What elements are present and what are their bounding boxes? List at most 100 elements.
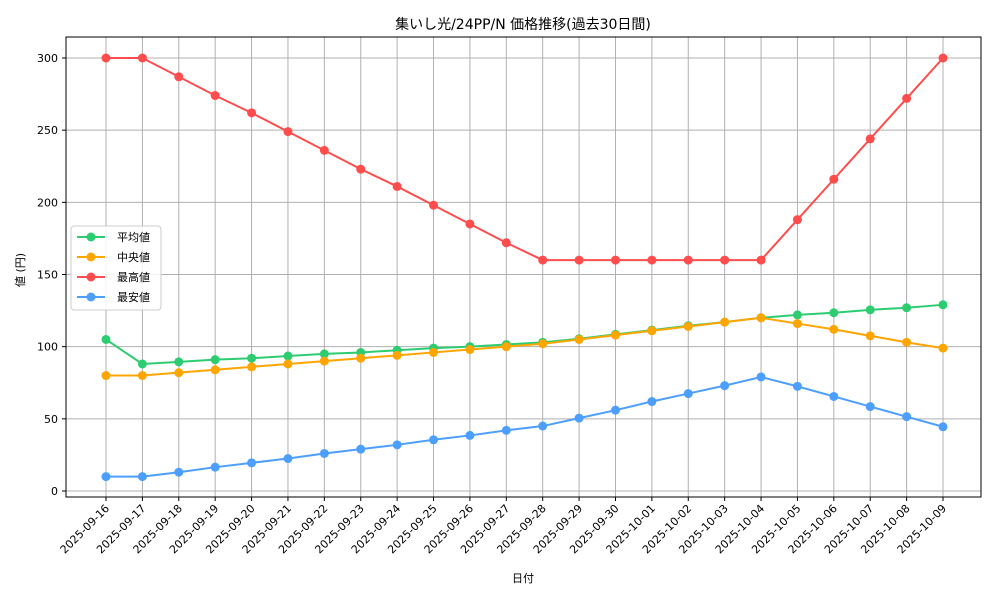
data-point [283,351,293,361]
data-point [902,337,912,347]
y-tick-label: 250 [37,124,58,137]
data-point [247,458,257,468]
data-point [938,422,948,432]
data-point [174,467,184,477]
legend-marker-icon [86,272,96,282]
data-point [319,448,329,458]
data-point [902,412,912,422]
legend-label: 最高値 [117,270,150,284]
data-point [720,255,730,265]
y-tick-label: 200 [37,196,58,209]
data-point [101,472,111,482]
series-平均値 [101,300,948,369]
data-point [538,255,548,265]
data-point [902,303,912,313]
data-point [174,72,184,82]
data-point [829,174,839,184]
data-point [101,371,111,381]
data-point [610,405,620,415]
data-point [756,255,766,265]
data-point [756,372,766,382]
data-point [137,472,147,482]
y-axis: 0 50 100 150 200 250 300 [37,52,66,498]
data-point [683,321,693,331]
data-point [319,356,329,366]
data-point [574,255,584,265]
y-tick-label: 150 [37,269,58,282]
data-point [720,381,730,391]
data-point [465,430,475,440]
data-point [792,319,802,329]
data-point [283,454,293,464]
y-axis-label: 値 (円) [14,253,27,287]
legend-item: 最安値 [77,290,150,304]
data-point [174,357,184,367]
data-point [829,308,839,318]
legend-label: 中央値 [117,251,150,264]
data-point [902,93,912,103]
data-point [865,402,875,412]
legend-item: 中央値 [77,251,150,264]
data-point [210,365,220,375]
data-point [865,134,875,144]
data-point [829,324,839,334]
series-最高値 [101,53,948,265]
legend-label: 平均値 [117,231,150,244]
data-point [465,345,475,355]
data-point [319,349,329,359]
legend-marker-icon [86,232,96,242]
data-point [683,255,693,265]
data-point [429,200,439,210]
data-point [319,145,329,155]
legend-label: 最安値 [117,290,150,304]
data-point [392,350,402,360]
data-point [574,334,584,344]
y-tick-label: 100 [37,341,58,354]
data-point [792,215,802,225]
data-point [101,53,111,63]
series-line [106,57,944,262]
data-point [538,421,548,431]
data-point [647,255,657,265]
data-point [210,462,220,472]
data-point [465,219,475,229]
data-point [792,310,802,320]
data-point [865,331,875,341]
data-point [829,391,839,401]
data-point [647,326,657,336]
series-最安値 [101,372,948,482]
data-point [429,347,439,357]
data-point [392,440,402,450]
data-point [865,305,875,315]
data-point [210,355,220,365]
data-point [210,91,220,101]
data-point [137,371,147,381]
legend-box [70,225,162,311]
series-lines [101,53,948,482]
legend-item: 平均値 [77,231,150,244]
series-line [106,375,944,478]
series-中央値 [101,313,948,381]
data-point [501,342,511,352]
data-point [683,389,693,399]
data-point [501,425,511,435]
data-point [429,435,439,445]
y-tick-label: 300 [37,52,58,65]
legend-marker-icon [86,252,96,262]
y-tick-label: 0 [51,485,58,498]
data-point [938,53,948,63]
y-tick-label: 50 [44,413,58,426]
data-point [283,127,293,137]
data-point [720,317,730,327]
data-point [501,238,511,248]
data-point [356,353,366,363]
legend-item: 最高値 [77,270,150,284]
data-point [792,381,802,391]
data-point [247,108,257,118]
data-point [247,353,257,363]
data-point [538,339,548,349]
data-point [647,397,657,407]
data-point [247,362,257,372]
